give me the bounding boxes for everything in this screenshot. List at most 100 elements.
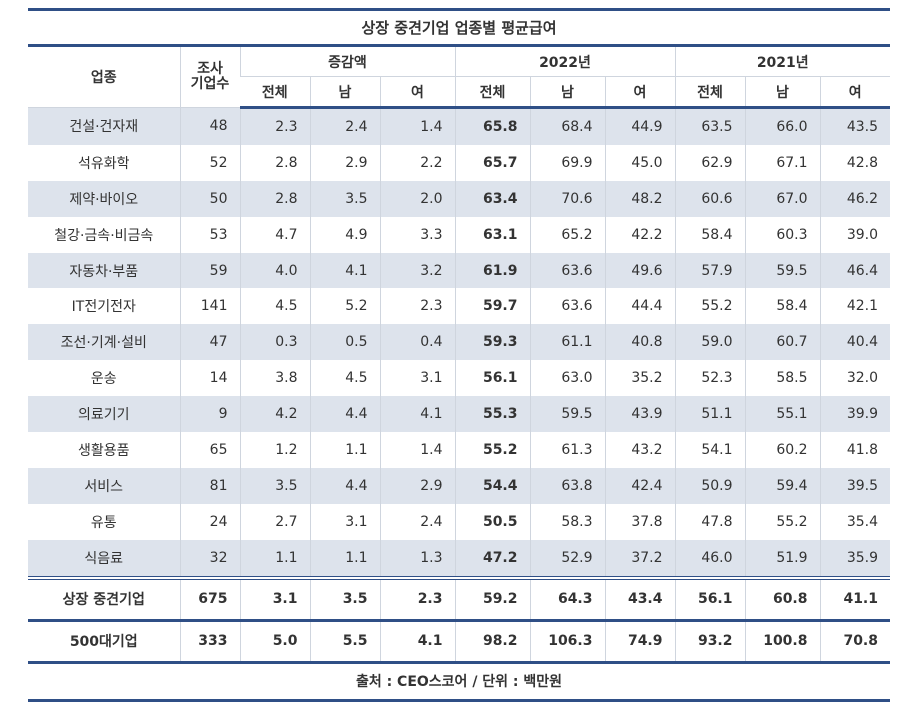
value-cell: 65.2 bbox=[529, 216, 605, 253]
data-row: 식음료 32 1.1 1.1 1.3 47.2 52.9 37.2 46.0 51.9 35.9 bbox=[28, 539, 890, 578]
value-cell: 63.0 bbox=[529, 360, 605, 397]
value-cell: 43.4 bbox=[604, 575, 675, 622]
value-cell: 50.9 bbox=[674, 467, 745, 504]
value-cell: 56.1 bbox=[674, 575, 745, 622]
industry-cell: 의료기기 bbox=[28, 396, 180, 433]
value-cell: 44.9 bbox=[604, 107, 675, 145]
value-cell: 63.6 bbox=[529, 252, 605, 289]
value-cell: 24 bbox=[179, 503, 240, 540]
value-cell: 1.4 bbox=[379, 107, 455, 145]
value-cell: 141 bbox=[179, 288, 240, 325]
data-row: 철강·금속·비금속 53 4.7 4.9 3.3 63.1 65.2 42.2 58.4 60.3… bbox=[28, 216, 890, 253]
data-row: IT전기전자 141 4.5 5.2 2.3 59.7 63.6 44.4 55.2 58.4 42… bbox=[28, 288, 890, 325]
value-cell: 53 bbox=[179, 216, 240, 253]
value-cell: 52.9 bbox=[529, 539, 605, 578]
industry-cell: 식음료 bbox=[28, 539, 180, 578]
value-cell: 46.0 bbox=[674, 539, 745, 578]
value-cell: 333 bbox=[179, 620, 240, 664]
value-cell: 43.9 bbox=[604, 396, 675, 433]
table-body: 상장 중견기업 업종별 평균급여 업종 조사 기업수 증감액 2022년 2021년 전체 남 여… bbox=[28, 8, 890, 702]
value-cell: 45.0 bbox=[604, 144, 675, 181]
value-cell: 60.2 bbox=[744, 432, 820, 468]
value-cell: 9 bbox=[179, 396, 240, 433]
value-cell: 4.5 bbox=[239, 288, 310, 325]
value-cell: 65 bbox=[179, 432, 240, 468]
header-group: 2021년 bbox=[674, 45, 890, 77]
value-cell: 39.0 bbox=[819, 216, 890, 253]
value-cell: 14 bbox=[179, 360, 240, 397]
value-cell: 4.4 bbox=[309, 467, 380, 504]
value-cell: 46.4 bbox=[819, 252, 890, 289]
value-cell: 48.2 bbox=[604, 180, 675, 217]
summary-row: 상장 중견기업 675 3.1 3.5 2.3 59.2 64.3 43.4 56.1 60.8 4… bbox=[28, 575, 890, 622]
value-cell: 0.4 bbox=[379, 324, 455, 361]
value-cell: 47 bbox=[179, 324, 240, 361]
value-cell: 42.1 bbox=[819, 288, 890, 325]
industry-cell: IT전기전자 bbox=[71, 299, 136, 316]
value-cell: 2.2 bbox=[379, 144, 455, 181]
value-cell: 63.8 bbox=[529, 467, 605, 504]
value-cell: 50 bbox=[179, 180, 240, 217]
header-sub: 전체 bbox=[674, 76, 745, 109]
value-cell: 3.1 bbox=[309, 503, 380, 540]
footer-row: 출처 : CEO스코어 / 단위 : 백만원 bbox=[28, 662, 890, 702]
title-row: 상장 중견기업 업종별 평균급여 bbox=[28, 8, 890, 47]
value-cell: 1.1 bbox=[309, 432, 380, 468]
subheader-row: 전체 남 여 전체 남 여 전체 남 여 bbox=[28, 76, 890, 109]
value-cell: 60.7 bbox=[744, 324, 820, 361]
industry-cell: 유통 bbox=[90, 514, 117, 531]
value-cell: 54.4 bbox=[454, 467, 530, 504]
value-cell: 67.0 bbox=[744, 180, 820, 217]
value-cell: 4.7 bbox=[239, 216, 310, 253]
value-cell: 2.7 bbox=[239, 503, 310, 540]
header-sub: 남 bbox=[529, 76, 605, 109]
value-cell: 4.1 bbox=[379, 396, 455, 433]
value-cell: 57.9 bbox=[674, 252, 745, 289]
header-count-line: 조사 bbox=[197, 61, 223, 77]
value-cell: 3.5 bbox=[309, 575, 380, 622]
value-cell: 2.8 bbox=[239, 180, 310, 217]
value-cell: 59 bbox=[179, 252, 240, 289]
value-cell: 4.1 bbox=[309, 252, 380, 289]
value-cell: 52 bbox=[179, 144, 240, 181]
data-row: 유통 24 2.7 3.1 2.4 50.5 58.3 37.8 47.8 55.2 35.4 bbox=[28, 503, 890, 540]
salary-table: 상장 중견기업 업종별 평균급여 업종 조사 기업수 증감액 2022년 2021년 전체 남 여… bbox=[28, 8, 890, 702]
value-cell: 48 bbox=[179, 107, 240, 145]
header-sub: 여 bbox=[604, 76, 675, 109]
value-cell: 4.1 bbox=[379, 620, 455, 664]
value-cell: 55.2 bbox=[744, 503, 820, 540]
industry-cell: 제약·바이오 bbox=[28, 180, 180, 217]
value-cell: 2.3 bbox=[379, 288, 455, 325]
data-row: 운송 14 3.8 4.5 3.1 56.1 63.0 35.2 52.3 58.5 32.0 bbox=[28, 360, 890, 397]
value-cell: 55.1 bbox=[744, 396, 820, 433]
value-cell: 59.0 bbox=[674, 324, 745, 361]
value-cell: 59.5 bbox=[529, 396, 605, 433]
industry-cell: 서비스 bbox=[28, 467, 180, 504]
header-sub: 전체 bbox=[454, 76, 530, 109]
industry-cell: 운송 bbox=[90, 371, 117, 388]
value-cell: 35.4 bbox=[819, 503, 890, 540]
value-cell: 61.1 bbox=[529, 324, 605, 361]
value-cell: 35.2 bbox=[604, 360, 675, 397]
value-cell: 62.9 bbox=[674, 144, 745, 181]
value-cell: 58.5 bbox=[744, 360, 820, 397]
value-cell: 3.1 bbox=[239, 575, 310, 622]
industry-cell: 철강·금속·비금속 bbox=[54, 227, 154, 244]
value-cell: 63.6 bbox=[529, 288, 605, 325]
value-cell: 98.2 bbox=[454, 620, 530, 664]
table-wrap: 상장 중견기업 업종별 평균급여 업종 조사 기업수 증감액 2022년 2021년 전체 남 여… bbox=[28, 8, 890, 702]
data-row: 조선·기계·설비 47 0.3 0.5 0.4 59.3 61.1 40.8 59.0 60.7 4… bbox=[28, 324, 890, 361]
value-cell: 1.2 bbox=[239, 432, 310, 468]
value-cell: 70.6 bbox=[529, 180, 605, 217]
value-cell: 81 bbox=[179, 467, 240, 504]
value-cell: 65.8 bbox=[454, 107, 530, 145]
value-cell: 5.5 bbox=[309, 620, 380, 664]
industry-cell: 상장 중견기업 bbox=[28, 575, 180, 622]
industry-cell: 석유화학 bbox=[77, 155, 130, 172]
value-cell: 4.9 bbox=[309, 216, 380, 253]
value-cell: 37.2 bbox=[604, 539, 675, 578]
value-cell: 1.1 bbox=[239, 539, 310, 578]
value-cell: 60.8 bbox=[744, 575, 820, 622]
value-cell: 70.8 bbox=[819, 620, 890, 664]
